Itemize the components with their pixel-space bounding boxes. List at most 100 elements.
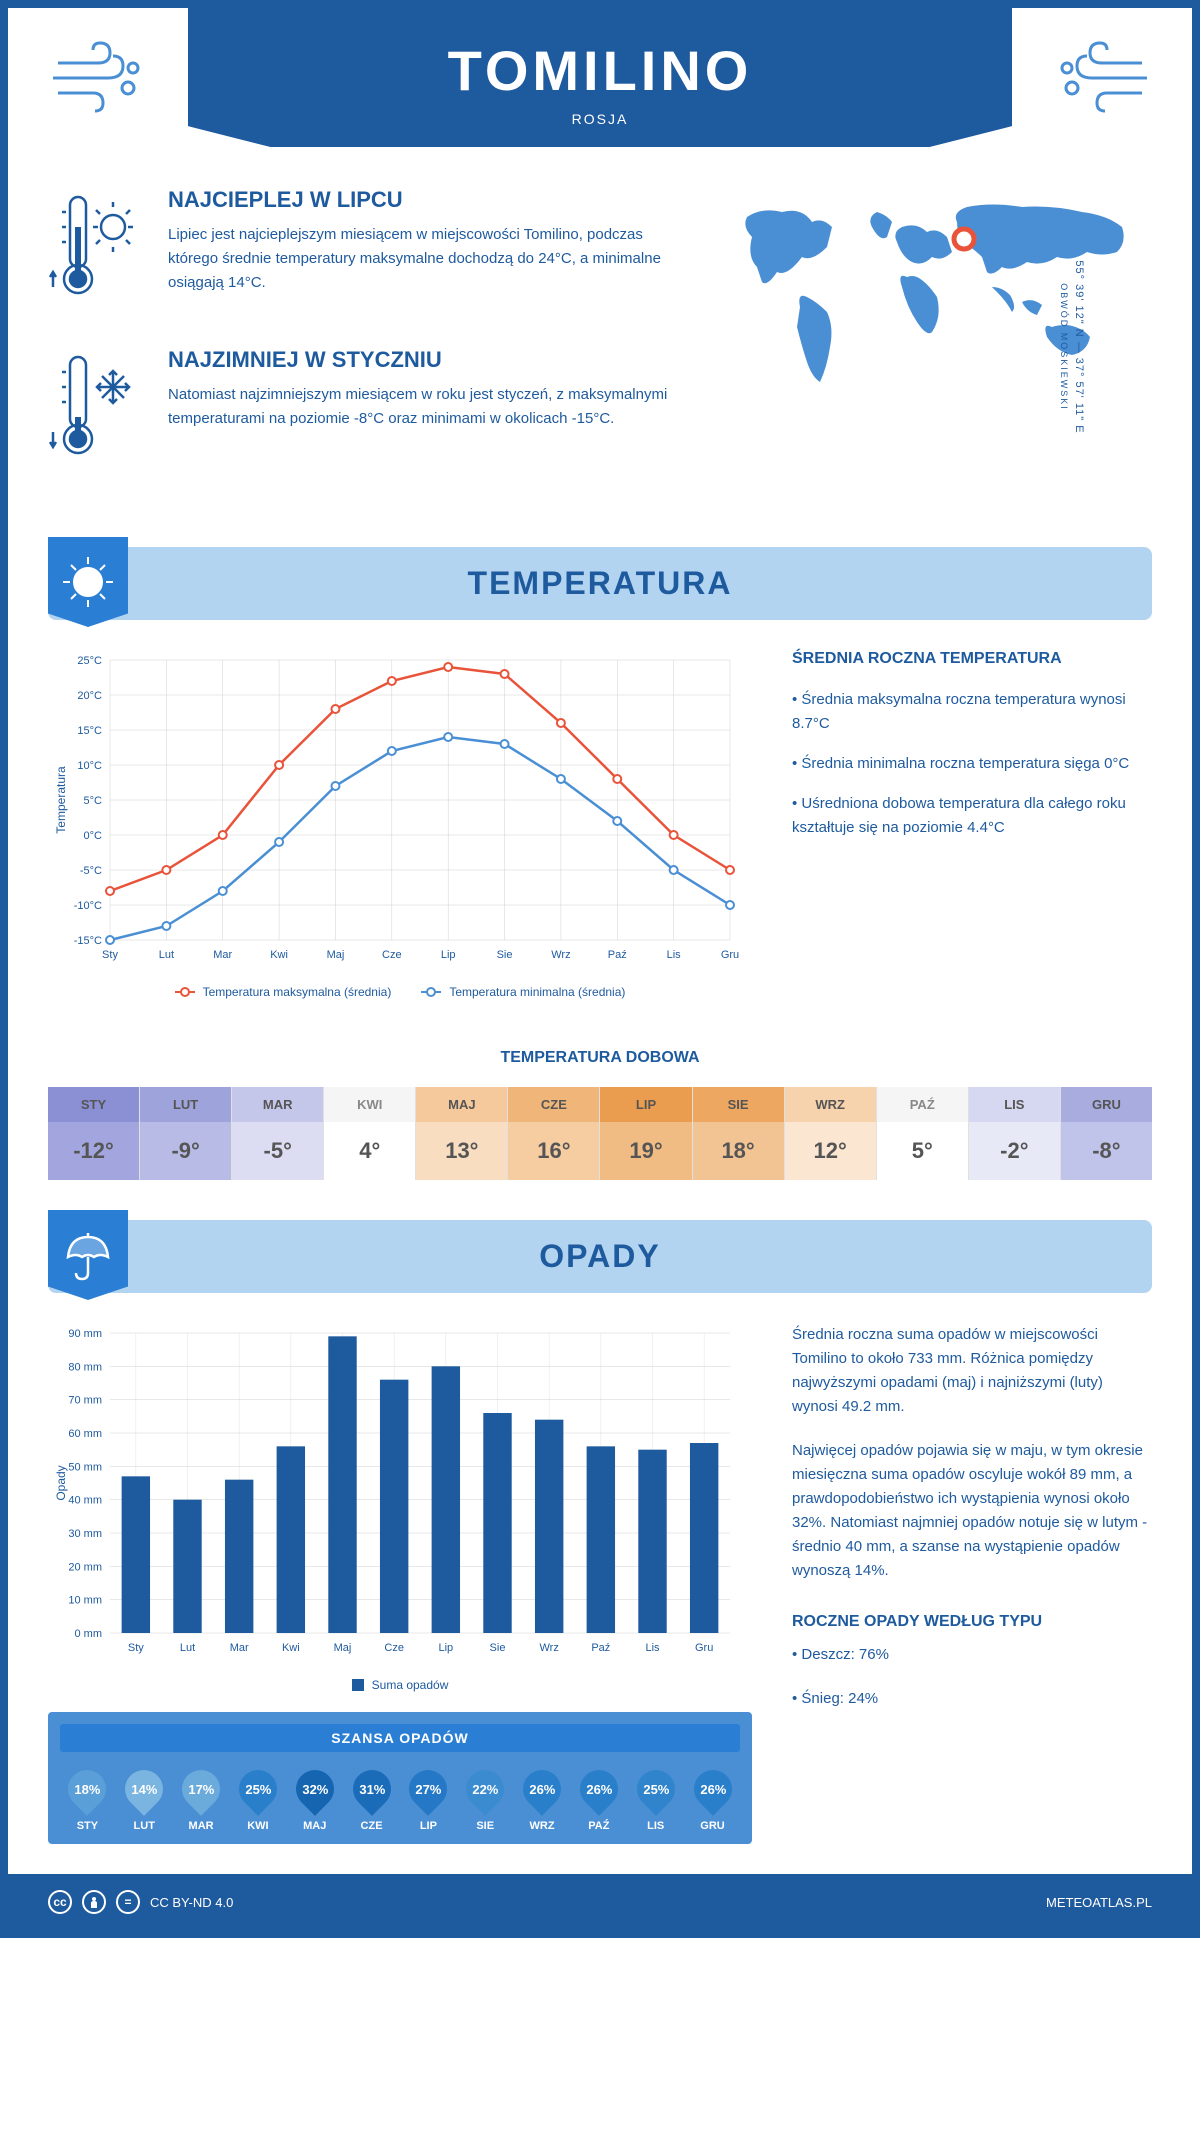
stat-3: • Uśredniona dobowa temperatura dla całe… — [792, 792, 1152, 840]
svg-text:Wrz: Wrz — [539, 1642, 558, 1654]
temperature-line-chart: -15°C-10°C-5°C0°C5°C10°C15°C20°C25°CStyL… — [48, 650, 752, 970]
daily-cell: MAR-5° — [232, 1087, 324, 1180]
svg-text:20 mm: 20 mm — [68, 1561, 102, 1573]
footer-license: cc = CC BY-ND 4.0 — [48, 1890, 233, 1914]
nd-icon: = — [116, 1890, 140, 1914]
daily-cell: LUT-9° — [140, 1087, 232, 1180]
legend-sum: Suma opadów — [352, 1678, 449, 1692]
hottest-desc: Lipiec jest najcieplejszym miesiącem w m… — [168, 223, 672, 295]
svg-text:-5°C: -5°C — [80, 865, 102, 877]
daily-cell: LIS-2° — [969, 1087, 1061, 1180]
thermometer-cold-icon — [48, 347, 148, 467]
footer-site: METEOATLAS.PL — [1046, 1895, 1152, 1910]
precip-chance-box: SZANSA OPADÓW 18%STY14%LUT17%MAR25%KWI32… — [48, 1712, 752, 1844]
svg-text:10 mm: 10 mm — [68, 1595, 102, 1607]
svg-text:Sty: Sty — [102, 949, 118, 961]
thermometer-hot-icon — [48, 187, 148, 307]
daily-cell: KWI4° — [324, 1087, 416, 1180]
sun-icon — [48, 537, 128, 627]
svg-text:40 mm: 40 mm — [68, 1495, 102, 1507]
legend-max: .legend-item:nth-child(1) .legend-marker… — [175, 985, 392, 999]
coldest-text: NAJZIMNIEJ W STYCZNIU Natomiast najzimni… — [168, 347, 672, 467]
intro-section: NAJCIEPLEJ W LIPCU Lipiec jest najcieple… — [8, 147, 1192, 547]
svg-text:60 mm: 60 mm — [68, 1428, 102, 1440]
coldest-title: NAJZIMNIEJ W STYCZNIU — [168, 347, 672, 373]
svg-text:90 mm: 90 mm — [68, 1328, 102, 1340]
svg-text:Kwi: Kwi — [270, 949, 288, 961]
svg-text:Mar: Mar — [213, 949, 232, 961]
precip-type1: • Deszcz: 76% — [792, 1643, 1152, 1667]
svg-text:15°C: 15°C — [77, 725, 102, 737]
svg-text:Gru: Gru — [721, 949, 739, 961]
country-subtitle: ROSJA — [228, 111, 972, 127]
chance-cell: 14%LUT — [117, 1764, 172, 1832]
intro-left: NAJCIEPLEJ W LIPCU Lipiec jest najcieple… — [48, 187, 672, 507]
precip-para1: Średnia roczna suma opadów w miejscowośc… — [792, 1323, 1152, 1419]
svg-text:Maj: Maj — [327, 949, 345, 961]
temperature-title: TEMPERATURA — [88, 565, 1112, 602]
daily-temp-title: TEMPERATURA DOBOWA — [8, 1049, 1192, 1067]
svg-text:Lis: Lis — [645, 1642, 660, 1654]
precip-legend: Suma opadów — [48, 1678, 752, 1692]
svg-text:Cze: Cze — [382, 949, 402, 961]
precip-type2: • Śnieg: 24% — [792, 1687, 1152, 1711]
coldest-desc: Natomiast najzimniejszym miesiącem w rok… — [168, 383, 672, 431]
chance-cell: 26%PAŹ — [571, 1764, 626, 1832]
svg-text:Paź: Paź — [608, 949, 627, 961]
daily-cell: MAJ13° — [416, 1087, 508, 1180]
footer: cc = CC BY-ND 4.0 METEOATLAS.PL — [8, 1874, 1192, 1930]
hottest-text: NAJCIEPLEJ W LIPCU Lipiec jest najcieple… — [168, 187, 672, 307]
stat-1: • Średnia maksymalna roczna temperatura … — [792, 688, 1152, 736]
chance-title: SZANSA OPADÓW — [60, 1724, 740, 1752]
daily-cell: STY-12° — [48, 1087, 140, 1180]
svg-text:Sie: Sie — [497, 949, 513, 961]
chance-cell: 25%KWI — [230, 1764, 285, 1832]
daily-cell: PAŹ5° — [877, 1087, 969, 1180]
legend-min: .legend-item:nth-child(2) .legend-marker… — [421, 985, 625, 999]
header-wrap: TOMILINO ROSJA — [8, 8, 1192, 147]
svg-text:10°C: 10°C — [77, 760, 102, 772]
svg-text:Wrz: Wrz — [551, 949, 570, 961]
svg-text:Sie: Sie — [490, 1642, 506, 1654]
world-map-icon — [712, 187, 1152, 437]
daily-cell: SIE18° — [693, 1087, 785, 1180]
coords-value: 55° 39' 12" N — 37° 57' 11" E — [1073, 247, 1085, 447]
chance-row: 18%STY14%LUT17%MAR25%KWI32%MAJ31%CZE27%L… — [60, 1764, 740, 1832]
precip-title: OPADY — [88, 1238, 1112, 1275]
chance-cell: 26%GRU — [685, 1764, 740, 1832]
wind-icon-right — [1052, 38, 1152, 132]
cc-icon: cc — [48, 1890, 72, 1914]
svg-text:-10°C: -10°C — [74, 900, 102, 912]
chance-cell: 22%SIE — [458, 1764, 513, 1832]
temperature-content: -15°C-10°C-5°C0°C5°C10°C15°C20°C25°CStyL… — [8, 620, 1192, 1029]
svg-text:80 mm: 80 mm — [68, 1361, 102, 1373]
umbrella-icon — [48, 1210, 128, 1300]
region-value: OBWÓD MOSKIEWSKI — [1059, 247, 1069, 447]
chance-cell: 18%STY — [60, 1764, 115, 1832]
by-icon — [82, 1890, 106, 1914]
chance-cell: 26%WRZ — [515, 1764, 570, 1832]
svg-text:0 mm: 0 mm — [75, 1628, 103, 1640]
svg-text:Cze: Cze — [384, 1642, 404, 1654]
precip-section-header: OPADY — [48, 1220, 1152, 1293]
temperature-chart-box: -15°C-10°C-5°C0°C5°C10°C15°C20°C25°CStyL… — [48, 650, 752, 999]
svg-text:20°C: 20°C — [77, 690, 102, 702]
svg-text:Sty: Sty — [128, 1642, 144, 1654]
city-title: TOMILINO — [228, 38, 972, 103]
header: TOMILINO ROSJA — [188, 8, 1012, 147]
svg-text:Kwi: Kwi — [282, 1642, 300, 1654]
svg-text:70 mm: 70 mm — [68, 1395, 102, 1407]
daily-cell: CZE16° — [508, 1087, 600, 1180]
svg-text:50 mm: 50 mm — [68, 1461, 102, 1473]
svg-text:Temperatura: Temperatura — [54, 766, 68, 834]
precip-type-title: ROCZNE OPADY WEDŁUG TYPU — [792, 1613, 1152, 1631]
hottest-title: NAJCIEPLEJ W LIPCU — [168, 187, 672, 213]
svg-text:Gru: Gru — [695, 1642, 713, 1654]
svg-text:Lip: Lip — [438, 1642, 453, 1654]
precip-content: 0 mm 10 mm 20 mm 30 mm 40 mm 50 mm 60 mm 70 mm 8… — [8, 1293, 1192, 1874]
chance-cell: 32%MAJ — [287, 1764, 342, 1832]
stat-2: • Średnia minimalna roczna temperatura s… — [792, 752, 1152, 776]
chance-cell: 27%LIP — [401, 1764, 456, 1832]
svg-text:30 mm: 30 mm — [68, 1528, 102, 1540]
svg-text:Lip: Lip — [441, 949, 456, 961]
